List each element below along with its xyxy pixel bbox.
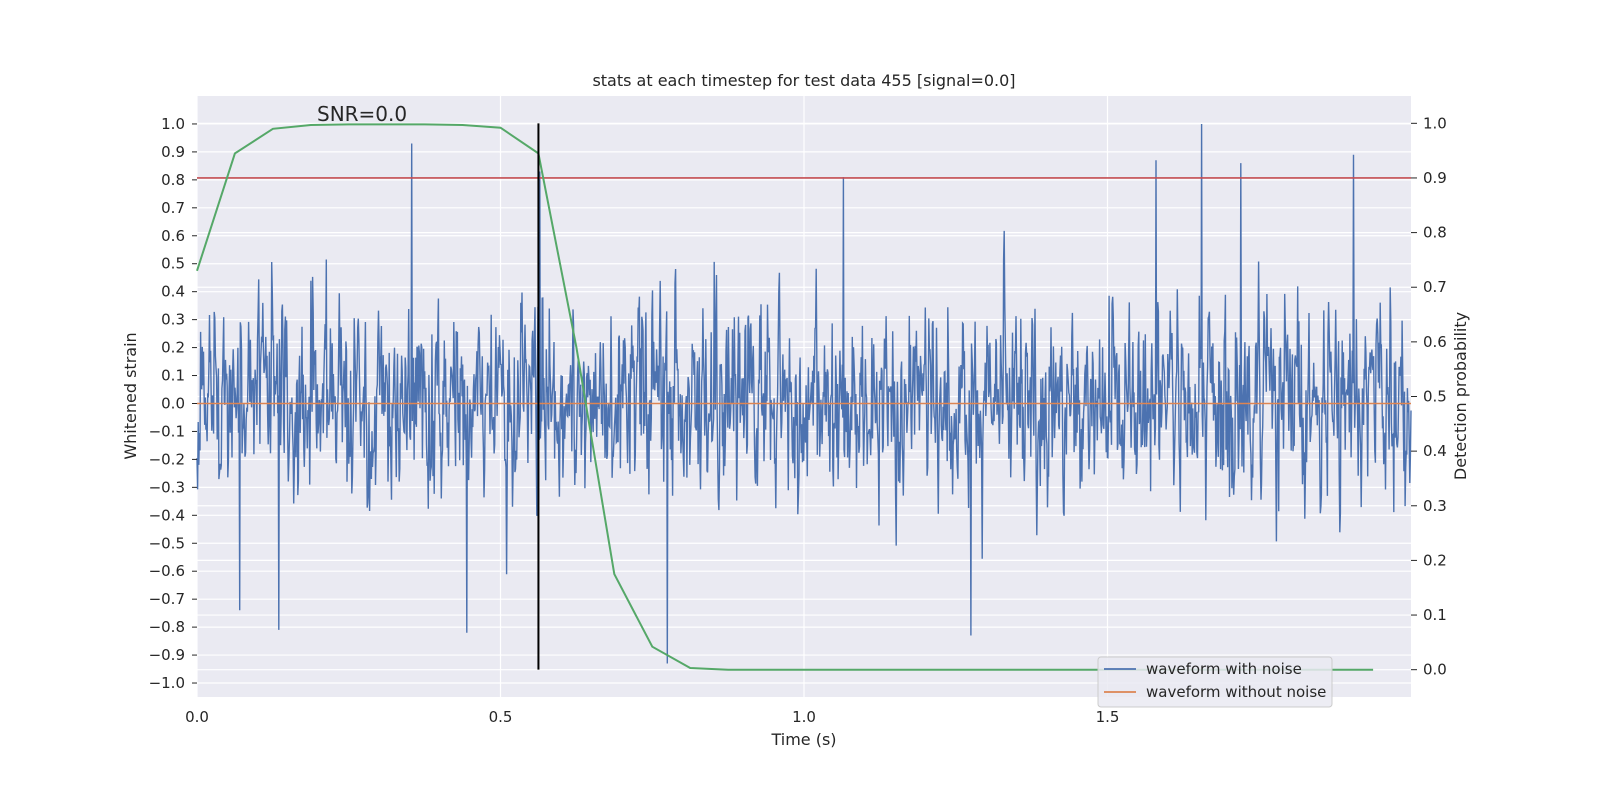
y-tick-label: −0.5 xyxy=(149,534,185,552)
legend-box xyxy=(1097,656,1333,708)
y-right-tick-label: 0.8 xyxy=(1423,224,1447,242)
y-tick-label: 0.5 xyxy=(161,255,185,273)
series-waveform-with-noise xyxy=(196,123,1412,664)
y-tick-label: −0.3 xyxy=(149,478,185,496)
y-tick-label: 1.0 xyxy=(161,115,185,133)
x-tick-label: 1.5 xyxy=(1096,708,1120,726)
y-right-tick-label: 0.1 xyxy=(1423,606,1447,624)
y-right-tick-label: 1.0 xyxy=(1423,114,1447,132)
y-tick-label: −0.9 xyxy=(149,646,185,664)
y-right-tick-label: 0.0 xyxy=(1423,661,1447,679)
y-tick-label: 0.7 xyxy=(161,199,185,217)
x-tick-label: 0.5 xyxy=(489,708,513,726)
y-tick-label: 0.2 xyxy=(161,339,185,357)
x-tick-label: 0.0 xyxy=(185,708,209,726)
y-axis-label: Whitened strain xyxy=(121,332,140,459)
y-tick-label: 0.4 xyxy=(161,283,185,301)
legend-label-noise: waveform with noise xyxy=(1146,660,1302,678)
legend-label-clean: waveform without noise xyxy=(1146,683,1326,701)
x-axis: 0.0 0.5 1.0 1.5 xyxy=(185,708,1119,726)
y-right-tick-label: 0.4 xyxy=(1423,442,1447,460)
plot-area xyxy=(196,123,1412,671)
y-tick-label: −1.0 xyxy=(149,674,185,692)
legend: waveform with noise waveform without noi… xyxy=(1097,656,1333,708)
y-tick-label: −0.4 xyxy=(149,506,185,524)
y-right-tick-label: 0.6 xyxy=(1423,333,1447,351)
snr-annotation: SNR=0.0 xyxy=(317,102,407,126)
y-tick-label: −0.1 xyxy=(149,422,185,440)
y-tick-label: 0.0 xyxy=(161,394,185,412)
right-y-axis: 1.0 0.9 0.8 0.7 0.6 0.5 0.4 0.3 0.2 0.1 0.0 xyxy=(1411,114,1447,679)
y-right-tick-label: 0.9 xyxy=(1423,169,1447,187)
y-tick-label: 0.3 xyxy=(161,311,185,329)
x-tick-label: 1.0 xyxy=(792,708,816,726)
y-right-tick-label: 0.2 xyxy=(1423,551,1447,569)
y-tick-label: −0.2 xyxy=(149,450,185,468)
y-tick-label: −0.8 xyxy=(149,618,185,636)
y-right-tick-label: 0.3 xyxy=(1423,497,1447,515)
y-right-axis-label: Detection probability xyxy=(1451,312,1470,480)
chart-title: stats at each timestep for test data 455… xyxy=(592,71,1015,90)
y-tick-label: 0.1 xyxy=(161,367,185,385)
y-tick-label: 0.6 xyxy=(161,227,185,245)
y-tick-label: −0.7 xyxy=(149,590,185,608)
y-tick-label: −0.6 xyxy=(149,562,185,580)
y-right-tick-label: 0.5 xyxy=(1423,388,1447,406)
y-tick-label: 0.9 xyxy=(161,143,185,161)
left-y-axis: 1.0 0.9 0.8 0.7 0.6 0.5 0.4 0.3 0.2 0.1 0.0 −0.1 −0.… xyxy=(149,115,197,692)
series-detection-probability xyxy=(196,123,1374,671)
x-axis-label: Time (s) xyxy=(770,730,836,749)
y-right-tick-label: 0.7 xyxy=(1423,278,1447,296)
y-tick-label: 0.8 xyxy=(161,171,185,189)
